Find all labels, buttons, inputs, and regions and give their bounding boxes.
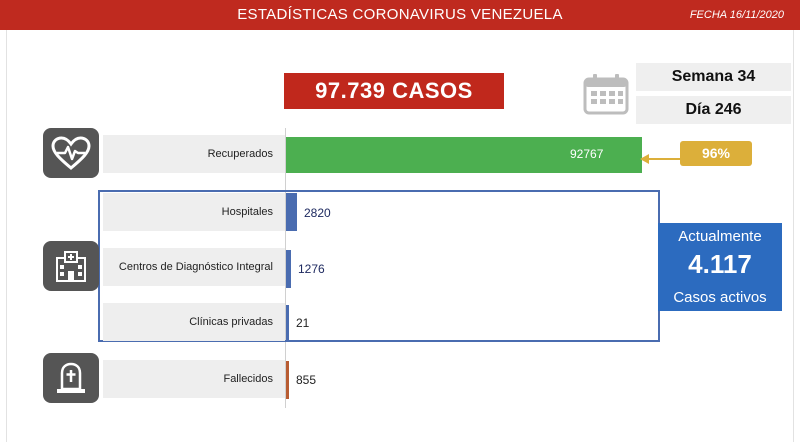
heart-pulse-icon — [43, 128, 99, 178]
category-label-hospitals: Hospitales — [221, 206, 273, 218]
recovered-percent-badge: 96% — [680, 141, 752, 166]
category-label-recovered: Recuperados — [207, 148, 273, 160]
active-cases-line1: Actualmente — [678, 228, 762, 245]
active-cases-line2: Casos activos — [673, 289, 767, 306]
bar-recovered — [286, 137, 642, 173]
bar-private-clinics — [286, 305, 289, 341]
value-label-private-clinics: 21 — [296, 316, 310, 330]
active-cases-value: 4.117 — [688, 249, 752, 279]
arrow-left-icon — [640, 154, 682, 164]
category-label-private-clinics: Clínicas privadas — [189, 316, 273, 328]
page-title: ESTADÍSTICAS CORONAVIRUS VENEZUELA — [237, 6, 563, 23]
cdi-label-bg — [103, 248, 285, 286]
private-clinics-label-bg — [103, 303, 285, 341]
category-label-cdi: Centros de Diagnóstico Integral — [118, 261, 273, 273]
value-label-cdi: 1276 — [298, 262, 325, 276]
value-label-deceased: 855 — [296, 373, 317, 387]
bar-deceased — [286, 361, 289, 399]
deceased-label-bg — [103, 360, 285, 398]
value-label-hospitals: 2820 — [304, 206, 331, 220]
active-cases-box: Actualmente 4.117 Casos activos — [658, 223, 782, 311]
report-date: FECHA 16/11/2020 — [689, 9, 784, 21]
week-pill: Semana 34 — [636, 63, 791, 91]
hospitals-label-bg — [103, 193, 285, 231]
header-bar — [0, 0, 800, 30]
bar-hospitals — [286, 193, 297, 231]
total-cases-badge: 97.739 CASOS — [284, 73, 504, 109]
chart-axis — [285, 128, 286, 408]
recovered-label-bg — [103, 135, 285, 173]
category-label-deceased: Fallecidos — [223, 373, 273, 385]
bar-cdi — [286, 250, 291, 288]
tombstone-icon — [43, 353, 99, 403]
calendar-icon — [583, 74, 629, 115]
value-label-recovered: 92767 — [570, 147, 604, 161]
day-pill: Día 246 — [636, 96, 791, 124]
content-frame — [6, 30, 794, 442]
hospital-icon — [43, 241, 99, 291]
